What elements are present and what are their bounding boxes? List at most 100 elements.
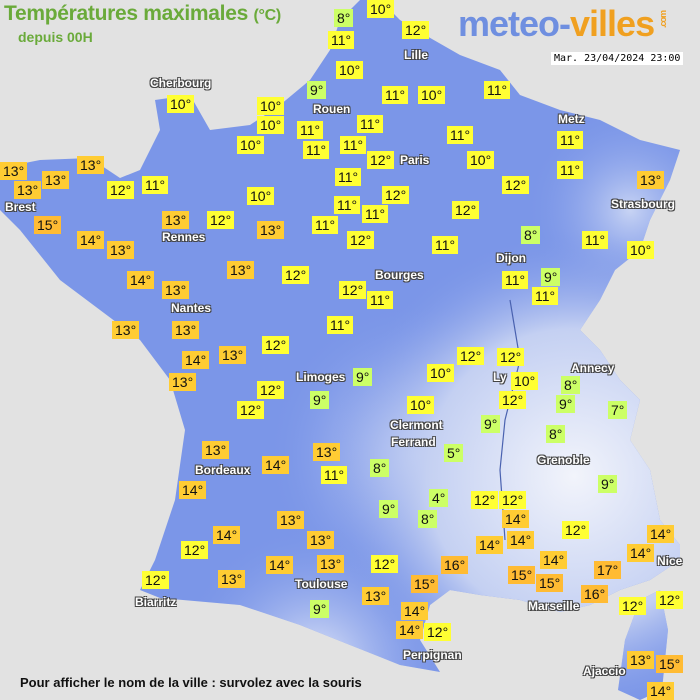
temperature-label[interactable]: 14°	[396, 621, 424, 639]
temperature-label[interactable]: 12°	[499, 491, 527, 509]
temperature-label[interactable]: 9°	[541, 268, 561, 286]
temperature-label[interactable]: 12°	[347, 231, 375, 249]
city-label[interactable]: Grenoble	[537, 453, 590, 467]
city-label[interactable]: Paris	[400, 153, 430, 167]
temperature-label[interactable]: 14°	[627, 544, 655, 562]
temperature-label[interactable]: 13°	[0, 162, 28, 180]
temperature-label[interactable]: 14°	[266, 556, 294, 574]
temperature-label[interactable]: 13°	[227, 261, 255, 279]
temperature-label[interactable]: 10°	[336, 61, 364, 79]
temperature-label[interactable]: 12°	[619, 597, 647, 615]
temperature-label[interactable]: 15°	[34, 216, 62, 234]
temperature-label[interactable]: 10°	[257, 97, 285, 115]
temperature-label[interactable]: 14°	[213, 526, 241, 544]
temperature-label[interactable]: 9°	[379, 500, 399, 518]
temperature-label[interactable]: 12°	[339, 281, 367, 299]
city-label[interactable]: Perpignan	[403, 648, 462, 662]
temperature-label[interactable]: 13°	[362, 587, 390, 605]
temperature-label[interactable]: 11°	[303, 141, 330, 159]
city-label[interactable]: Rouen	[313, 102, 351, 116]
temperature-label[interactable]: 14°	[127, 271, 155, 289]
temperature-label[interactable]: 11°	[557, 161, 584, 179]
temperature-label[interactable]: 14°	[401, 602, 429, 620]
temperature-label[interactable]: 11°	[484, 81, 511, 99]
city-label[interactable]: Cherbourg	[150, 76, 212, 90]
temperature-label[interactable]: 13°	[257, 221, 285, 239]
temperature-label[interactable]: 14°	[179, 481, 207, 499]
temperature-label[interactable]: 15°	[536, 574, 564, 592]
temperature-label[interactable]: 13°	[277, 511, 305, 529]
temperature-label[interactable]: 10°	[167, 95, 195, 113]
city-label[interactable]: Marseille	[528, 599, 580, 613]
city-label[interactable]: Brest	[5, 200, 36, 214]
temperature-label[interactable]: 8°	[418, 510, 438, 528]
temperature-label[interactable]: 12°	[207, 211, 235, 229]
temperature-label[interactable]: 14°	[507, 531, 535, 549]
temperature-label[interactable]: 15°	[411, 575, 439, 593]
temperature-label[interactable]: 7°	[608, 401, 628, 419]
temperature-label[interactable]: 12°	[452, 201, 480, 219]
temperature-label[interactable]: 13°	[307, 531, 335, 549]
temperature-label[interactable]: 4°	[429, 489, 449, 507]
temperature-label[interactable]: 9°	[310, 391, 330, 409]
city-label[interactable]: Bordeaux	[195, 463, 251, 477]
temperature-label[interactable]: 9°	[556, 395, 576, 413]
temperature-label[interactable]: 12°	[181, 541, 209, 559]
temperature-label[interactable]: 10°	[407, 396, 435, 414]
temperature-label[interactable]: 15°	[656, 655, 684, 673]
temperature-label[interactable]: 11°	[312, 216, 339, 234]
temperature-label[interactable]: 13°	[107, 241, 135, 259]
temperature-label[interactable]: 8°	[370, 459, 390, 477]
temperature-label[interactable]: 10°	[467, 151, 495, 169]
temperature-label[interactable]: 13°	[42, 171, 70, 189]
temperature-label[interactable]: 10°	[367, 0, 395, 18]
temperature-label[interactable]: 5°	[444, 444, 464, 462]
city-label[interactable]: Annecy	[571, 361, 615, 375]
temperature-label[interactable]: 14°	[77, 231, 105, 249]
city-label[interactable]: Dijon	[496, 251, 526, 265]
city-label[interactable]: Ly	[493, 370, 507, 384]
temperature-label[interactable]: 12°	[367, 151, 395, 169]
temperature-label[interactable]: 14°	[262, 456, 290, 474]
temperature-label[interactable]: 12°	[402, 21, 430, 39]
temperature-label[interactable]: 12°	[457, 347, 485, 365]
city-label[interactable]: Lille	[404, 48, 429, 62]
temperature-label[interactable]: 9°	[307, 81, 327, 99]
temperature-label[interactable]: 13°	[162, 281, 190, 299]
temperature-label[interactable]: 12°	[371, 555, 399, 573]
temperature-label[interactable]: 10°	[237, 136, 265, 154]
temperature-label[interactable]: 12°	[424, 623, 452, 641]
temperature-label[interactable]: 13°	[637, 171, 665, 189]
temperature-label[interactable]: 14°	[476, 536, 504, 554]
temperature-label[interactable]: 11°	[432, 236, 459, 254]
temperature-label[interactable]: 11°	[357, 115, 384, 133]
temperature-label[interactable]: 11°	[297, 121, 324, 139]
city-label[interactable]: Limoges	[296, 370, 346, 384]
temperature-label[interactable]: 14°	[502, 510, 530, 528]
temperature-label[interactable]: 12°	[107, 181, 135, 199]
temperature-label[interactable]: 9°	[481, 415, 501, 433]
city-label[interactable]: Nantes	[171, 301, 212, 315]
temperature-label[interactable]: 9°	[353, 368, 373, 386]
temperature-label[interactable]: 11°	[532, 287, 559, 305]
temperature-label[interactable]: 10°	[257, 116, 285, 134]
temperature-label[interactable]: 13°	[313, 443, 341, 461]
city-label[interactable]: Biarritz	[135, 595, 177, 609]
city-label[interactable]: Toulouse	[295, 577, 348, 591]
city-label[interactable]: Ferrand	[391, 435, 436, 449]
city-label[interactable]: Bourges	[375, 268, 424, 282]
logo[interactable]: meteo-villes .com	[458, 3, 669, 44]
temperature-label[interactable]: 12°	[282, 266, 310, 284]
temperature-label[interactable]: 13°	[14, 181, 42, 199]
temperature-label[interactable]: 12°	[562, 521, 590, 539]
temperature-label[interactable]: 13°	[202, 441, 230, 459]
temperature-label[interactable]: 11°	[142, 176, 169, 194]
city-label[interactable]: Clermont	[390, 418, 443, 432]
temperature-label[interactable]: 10°	[627, 241, 655, 259]
temperature-label[interactable]: 16°	[441, 556, 469, 574]
temperature-label[interactable]: 11°	[582, 231, 609, 249]
temperature-label[interactable]: 11°	[328, 31, 355, 49]
temperature-label[interactable]: 12°	[382, 186, 410, 204]
city-label[interactable]: Nice	[657, 554, 683, 568]
temperature-label[interactable]: 12°	[656, 591, 684, 609]
